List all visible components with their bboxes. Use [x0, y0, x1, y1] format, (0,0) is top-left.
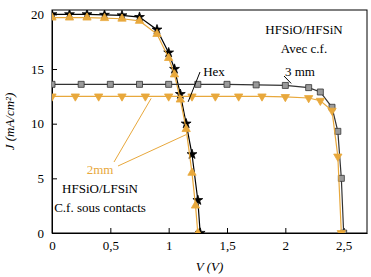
series-marker [253, 82, 259, 88]
x-tick: 2,5 [336, 228, 352, 253]
x-tick-label: 1,5 [219, 238, 235, 253]
x-tick-mark [227, 228, 228, 233]
annotation: HFSiO/HFSiN [265, 22, 343, 37]
series-marker [83, 13, 91, 20]
annotation: 3 mm [285, 64, 315, 79]
series-marker [78, 81, 84, 87]
series-marker [334, 154, 342, 161]
series-marker [224, 81, 230, 87]
x-tick: 1,5 [219, 228, 235, 253]
x-tick-label: 0 [49, 238, 56, 253]
x-tick: 0,5 [103, 228, 119, 253]
series-marker [166, 81, 172, 87]
y-tick-label: 10 [31, 116, 44, 131]
series-marker [52, 13, 56, 20]
y-tick-label: 0 [38, 226, 45, 241]
plot: 0 0,5 1 1,5 2 2,5 0 5 10 15 20 HFSiO/HFSiN Avec c.f.… [31, 7, 368, 253]
series-marker [335, 128, 341, 134]
series-marker [281, 95, 289, 102]
frame [52, 10, 367, 233]
x-tick-label: 1 [166, 238, 173, 253]
annotation: 2mm [87, 162, 114, 177]
series-marker [65, 13, 73, 20]
series-marker [95, 94, 103, 101]
series-marker [188, 168, 196, 175]
y-tick-mark [52, 124, 57, 125]
series-marker [52, 81, 55, 87]
series-line [52, 14, 200, 233]
leader-line [284, 76, 291, 83]
y-tick-mark [52, 69, 57, 70]
series-marker [100, 13, 108, 20]
series-marker [235, 94, 243, 101]
series-marker [165, 53, 173, 60]
y-tick-mark [52, 178, 57, 179]
marks [52, 10, 347, 233]
x-tick-mark [110, 228, 111, 233]
leader-line [118, 135, 186, 166]
y-tick: 10 [31, 116, 57, 131]
series-line [52, 18, 198, 233]
leader-line [114, 98, 151, 162]
series-marker [211, 94, 219, 101]
x-tick-label: 2 [283, 238, 290, 253]
annotation: HFSiO/LFSiN [62, 181, 138, 196]
series-marker [107, 81, 113, 87]
y-axis-title: J (mA/cm²) [2, 93, 17, 151]
y-tick: 15 [31, 62, 57, 77]
chart: 0 0,5 1 1,5 2 2,5 0 5 10 15 20 HFSiO/HFSiN Avec c.f.… [0, 0, 371, 277]
series-line [52, 84, 344, 233]
x-tick: 2 [283, 228, 290, 253]
x-tick-label: 0,5 [103, 238, 119, 253]
series-marker [141, 94, 149, 101]
series-marker [282, 82, 288, 88]
y-axis: 0 5 10 15 20 [31, 7, 57, 241]
x-tick-mark [285, 228, 286, 233]
series-marker [153, 29, 161, 36]
y-tick-label: 5 [38, 171, 45, 186]
y-tick-label: 15 [31, 62, 44, 77]
annotation: Avec c.f. [281, 41, 327, 56]
annotation: C.f. sous contacts [54, 200, 146, 215]
series-marker [135, 16, 143, 23]
series-marker [52, 94, 56, 101]
series-line [52, 96, 341, 233]
x-axis-title: V (V) [196, 259, 224, 274]
y-tick-label: 20 [31, 7, 44, 22]
series-marker [118, 14, 126, 21]
leader-line [188, 72, 200, 102]
series-marker [191, 201, 199, 208]
series-marker [137, 81, 143, 87]
series-marker [328, 108, 336, 115]
y-tick: 20 [31, 7, 57, 22]
series-marker [170, 70, 178, 77]
series-marker [306, 85, 312, 91]
series-marker [316, 98, 324, 105]
x-tick-label: 2,5 [336, 238, 352, 253]
series-marker [258, 94, 266, 101]
series-marker [182, 124, 190, 131]
series-marker [337, 231, 345, 233]
x-axis: 0 0,5 1 1,5 2 2,5 [49, 228, 367, 253]
series-marker [194, 228, 202, 233]
series-marker [317, 89, 323, 95]
y-tick: 5 [38, 171, 58, 186]
series-marker [165, 94, 173, 101]
series-marker [118, 94, 126, 101]
annotation: Hex [203, 64, 225, 79]
x-tick-mark [169, 228, 170, 233]
series-marker [305, 96, 313, 103]
x-tick: 1 [166, 228, 173, 253]
series-marker [71, 94, 79, 101]
